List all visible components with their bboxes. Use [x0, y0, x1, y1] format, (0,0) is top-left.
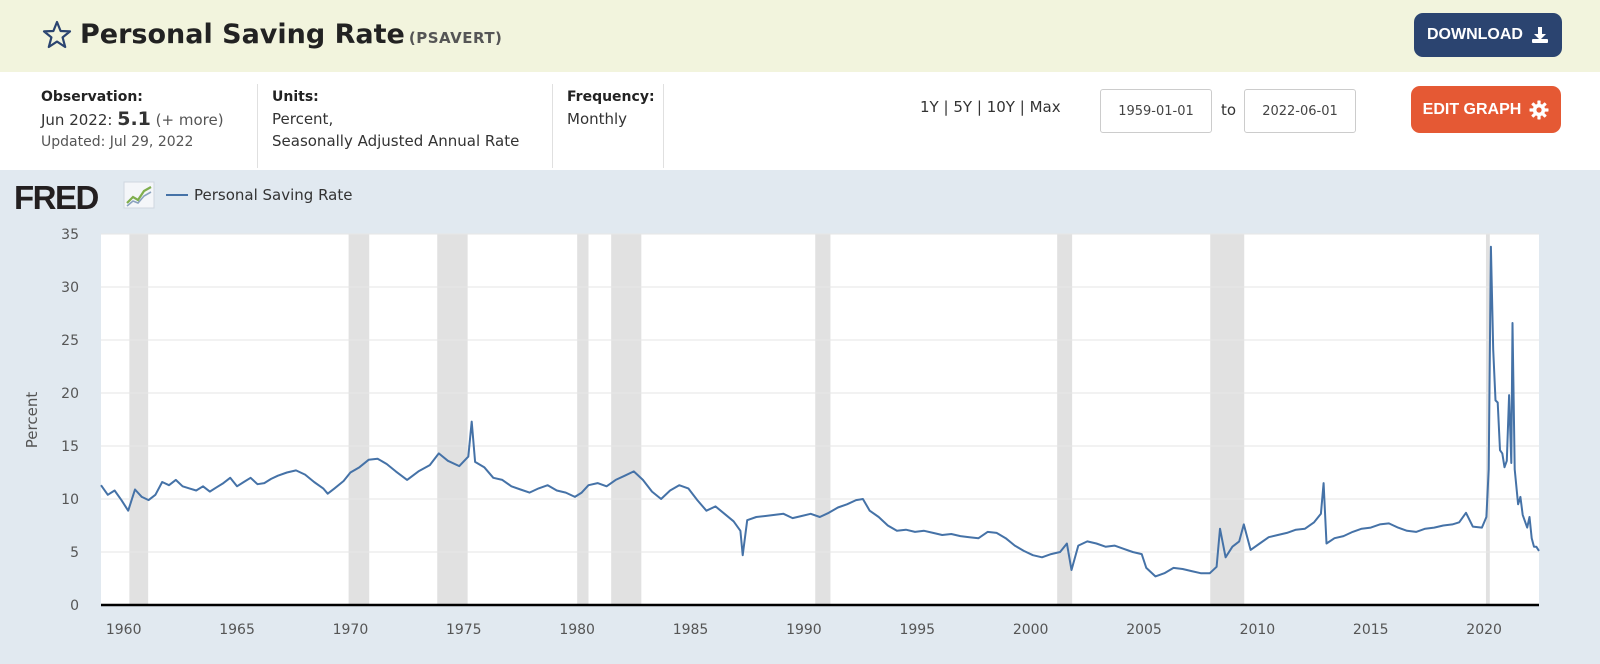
recession-shading: [129, 234, 1490, 605]
recession-band: [348, 234, 370, 605]
chart-legend: Personal Saving Rate: [166, 186, 352, 204]
fred-logo: FRED: [14, 179, 155, 214]
recession-band: [1210, 234, 1245, 605]
x-tick-label: 1980: [559, 622, 595, 638]
y-tick-label: 15: [61, 439, 79, 455]
series-id: (PSAVERT): [408, 29, 503, 47]
recession-band: [611, 234, 642, 605]
y-axis-label: Percent: [23, 392, 41, 449]
more-link[interactable]: (+ more): [155, 111, 224, 129]
y-tick-label: 30: [61, 280, 79, 296]
observation-label: Observation:: [41, 89, 143, 105]
units-line1: Percent,: [272, 110, 334, 128]
range-selector: 1Y | 5Y | 10Y | Max: [920, 98, 1061, 116]
x-tick-label: 2015: [1353, 622, 1389, 638]
range-separator: |: [943, 98, 949, 116]
observation-block: Observation: Jun 2022: 5.1 (+ more) Upda…: [41, 86, 224, 153]
x-axis: 1960 1965 1970 1975 1980 1985 1990 1995 2000 2005…: [106, 622, 1502, 638]
info-bar: Observation: Jun 2022: 5.1 (+ more) Upda…: [0, 72, 1600, 170]
x-tick-label: 2000: [1013, 622, 1049, 638]
y-tick-label: 10: [61, 492, 79, 508]
range-5y[interactable]: 5Y: [953, 98, 973, 116]
frequency-label: Frequency:: [567, 89, 655, 105]
range-10y[interactable]: 10Y: [986, 98, 1015, 116]
y-tick-label: 0: [70, 598, 79, 614]
x-tick-label: 1970: [333, 622, 369, 638]
end-date-input[interactable]: 2022-06-01: [1244, 89, 1356, 133]
observation-value: 5.1: [117, 108, 151, 130]
download-label: DOWNLOAD: [1427, 26, 1523, 43]
series-title: Personal Saving Rate: [80, 19, 405, 50]
start-date-input[interactable]: 1959-01-01: [1100, 89, 1212, 133]
x-tick-label: 2005: [1126, 622, 1162, 638]
recession-band: [1057, 234, 1073, 605]
x-tick-label: 1985: [673, 622, 709, 638]
x-tick-label: 1960: [106, 622, 142, 638]
y-tick-label: 20: [61, 386, 79, 402]
recession-band: [129, 234, 149, 605]
observation-date: Jun 2022:: [41, 111, 113, 129]
x-tick-label: 2010: [1240, 622, 1276, 638]
updated-date: Updated: Jul 29, 2022: [41, 134, 194, 150]
recession-band: [815, 234, 831, 605]
page-title: Personal Saving Rate (PSAVERT): [80, 19, 502, 50]
download-button[interactable]: DOWNLOAD: [1414, 13, 1562, 57]
x-tick-label: 1995: [899, 622, 935, 638]
recession-band: [577, 234, 589, 605]
to-label: to: [1221, 101, 1237, 119]
y-axis: 0 5 10 15 20 25 30 35: [61, 227, 79, 614]
frequency-block: Frequency: Monthly: [567, 86, 655, 130]
range-1y[interactable]: 1Y: [920, 98, 939, 116]
fred-logo-text: FRED: [14, 179, 99, 214]
x-tick-label: 1990: [786, 622, 822, 638]
divider: [257, 84, 258, 168]
gear-icon: [1529, 100, 1549, 119]
series-line-personal-saving-rate: [100, 245, 1540, 578]
range-separator: |: [1019, 98, 1025, 116]
edit-graph-label: EDIT GRAPH: [1422, 100, 1522, 118]
series-header: Personal Saving Rate (PSAVERT) DOWNLOAD: [0, 0, 1600, 72]
recession-band: [1485, 234, 1490, 605]
edit-graph-button[interactable]: EDIT GRAPH: [1411, 86, 1561, 133]
x-tick-label: 2020: [1466, 622, 1502, 638]
x-tick-label: 1965: [219, 622, 255, 638]
download-icon: [1531, 27, 1548, 43]
y-tick-label: 25: [61, 333, 79, 349]
legend-swatch: [166, 194, 188, 196]
legend-entry: Personal Saving Rate: [194, 186, 353, 204]
chart-area: FRED Personal Saving Rate 0 5 10 15 20 25 30 35…: [0, 170, 1600, 664]
range-max[interactable]: Max: [1029, 98, 1061, 116]
divider: [663, 84, 664, 168]
y-tick-label: 35: [61, 227, 79, 243]
recession-band: [437, 234, 468, 605]
units-line2: Seasonally Adjusted Annual Rate: [272, 132, 520, 150]
frequency-value: Monthly: [567, 110, 628, 128]
x-tick-label: 1975: [446, 622, 482, 638]
units-label: Units:: [272, 89, 319, 105]
gridlines: [101, 233, 1539, 553]
range-separator: |: [976, 98, 982, 116]
units-block: Units: Percent, Seasonally Adjusted Annu…: [272, 86, 519, 152]
y-tick-label: 5: [70, 545, 79, 561]
star-icon[interactable]: [42, 20, 72, 50]
divider: [552, 84, 553, 168]
